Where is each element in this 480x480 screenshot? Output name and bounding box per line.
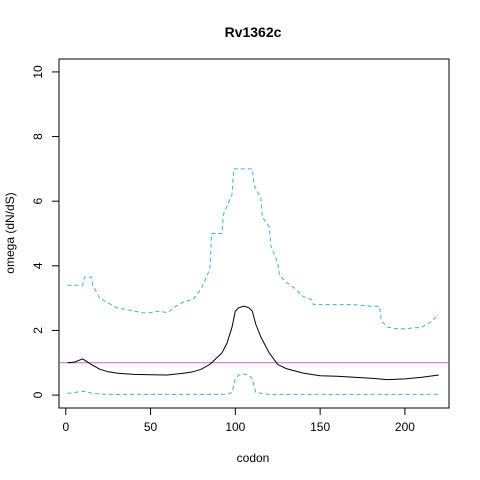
y-tick-label: 2 xyxy=(31,327,45,334)
y-tick-label: 6 xyxy=(31,198,45,205)
x-tick-label: 100 xyxy=(225,420,245,434)
confidence-bound-line xyxy=(67,168,440,330)
y-tick-label: 8 xyxy=(31,133,45,140)
x-axis: 0 50 100 150 200 xyxy=(62,407,415,434)
y-tick-label: 10 xyxy=(31,65,45,79)
x-tick-label: 200 xyxy=(395,420,415,434)
confidence-bound-line xyxy=(67,373,439,395)
chart-title: Rv1362c xyxy=(225,24,282,40)
plot-frame xyxy=(58,58,450,409)
omega-estimate-line xyxy=(67,305,439,381)
y-tick-label: 4 xyxy=(31,262,45,269)
x-tick-label: 50 xyxy=(144,420,158,434)
y-tick-label: 0 xyxy=(31,391,45,398)
x-tick-label: 150 xyxy=(310,420,330,434)
y-axis: 0 2 4 6 8 10 xyxy=(31,65,60,398)
y-axis-label: omega (dN/dS) xyxy=(3,192,17,273)
series-group xyxy=(67,168,440,395)
x-axis-label: codon xyxy=(237,451,270,465)
x-tick-label: 0 xyxy=(62,420,69,434)
